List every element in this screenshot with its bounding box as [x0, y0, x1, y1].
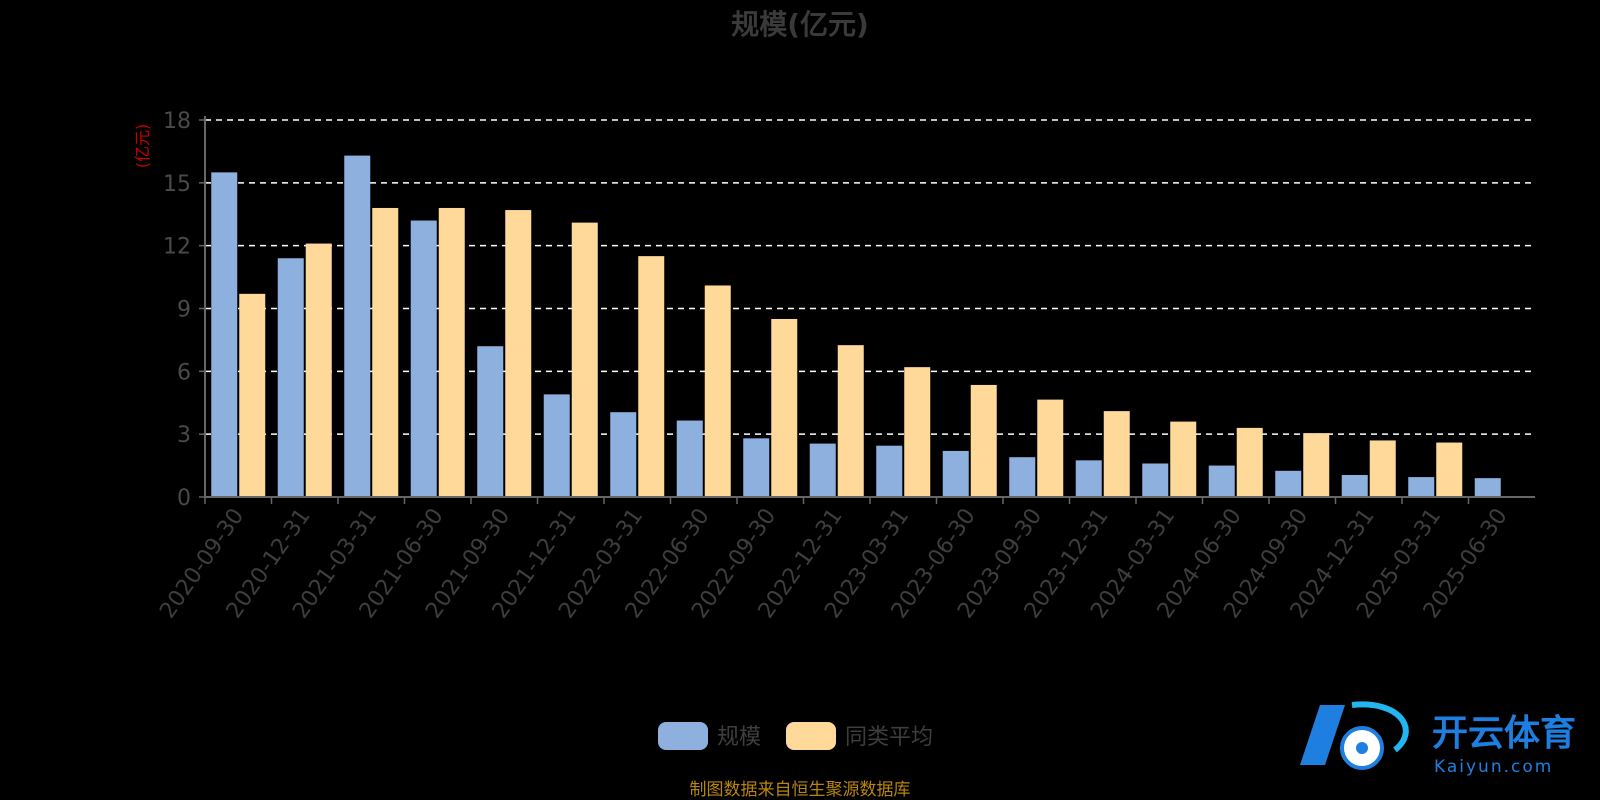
watermark-brand: 开云体育 — [1432, 713, 1576, 754]
data-source-note: 制图数据来自恒生聚源数据库 — [690, 780, 911, 800]
bar-scale-2022-06-30 — [676, 420, 703, 497]
bar-peer-avg-2023-06-30 — [970, 384, 997, 497]
bar-peer-avg-2024-09-30 — [1303, 433, 1330, 497]
y-tick-label: 0 — [177, 486, 191, 511]
bar-scale-2022-09-30 — [743, 438, 770, 497]
y-tick-label: 15 — [163, 172, 191, 197]
y-tick-label: 12 — [163, 235, 191, 260]
y-tick-labels: 0 3 6 9 12 15 18 — [163, 109, 205, 511]
legend[interactable]: 规模 同类平均 — [658, 722, 933, 750]
bar-peer-avg-2022-09-30 — [771, 318, 798, 497]
bar-scale-2024-12-31 — [1341, 475, 1368, 497]
bar-scale-2023-06-30 — [942, 450, 969, 497]
y-axis-label: (亿元) — [133, 124, 152, 169]
bar-peer-avg-2021-09-30 — [505, 210, 532, 498]
bar-peer-avg-2022-06-30 — [704, 285, 731, 497]
bar-scale-2021-06-30 — [410, 220, 437, 498]
bar-scale-2024-03-31 — [1142, 463, 1169, 497]
bar-scale-2023-12-31 — [1075, 460, 1102, 497]
bar-scale-2020-09-30 — [211, 172, 238, 497]
bar-peer-avg-2022-03-31 — [638, 256, 665, 497]
bar-peer-avg-2021-06-30 — [438, 207, 465, 497]
bar-scale-2025-03-31 — [1408, 477, 1435, 497]
bar-scale-2020-12-31 — [277, 258, 304, 497]
bar-peer-avg-2024-06-30 — [1236, 427, 1263, 497]
legend-item-peer-avg[interactable]: 同类平均 — [786, 722, 933, 750]
bar-scale-2023-03-31 — [876, 445, 903, 497]
legend-label: 同类平均 — [845, 725, 933, 750]
watermark: 开云体育 Kaiyun.com — [1300, 701, 1576, 777]
bar-scale-2022-12-31 — [809, 443, 836, 497]
y-tick-label: 9 — [177, 298, 191, 323]
axes — [204, 116, 1535, 498]
chart-title: 规模(亿元) — [731, 8, 869, 41]
y-tick-label: 6 — [177, 360, 191, 385]
bar-scale-2024-09-30 — [1275, 470, 1302, 497]
watermark-logo-icon — [1300, 701, 1409, 770]
legend-label: 规模 — [717, 725, 761, 750]
legend-swatch — [786, 722, 836, 750]
legend-swatch — [658, 722, 708, 750]
x-tick-labels: 2020-09-302020-12-312021-03-312021-06-30… — [155, 497, 1513, 623]
bar-peer-avg-2023-03-31 — [904, 367, 931, 497]
y-tick-label: 3 — [177, 423, 191, 448]
bar-peer-avg-2020-09-30 — [239, 293, 266, 497]
bar-peer-avg-2023-09-30 — [1037, 399, 1064, 497]
bar-peer-avg-2022-12-31 — [837, 345, 864, 497]
watermark-domain: Kaiyun.com — [1434, 757, 1553, 777]
bar-scale-2024-06-30 — [1208, 465, 1235, 497]
bar-scale-2023-09-30 — [1009, 457, 1036, 497]
bar-scale-2021-03-31 — [344, 155, 371, 497]
grid-lines — [205, 119, 1535, 435]
bar-peer-avg-2021-12-31 — [571, 222, 598, 497]
bar-peer-avg-2023-12-31 — [1103, 411, 1130, 497]
bar-peer-avg-2020-12-31 — [305, 243, 332, 497]
bar-scale-2021-09-30 — [477, 346, 504, 497]
bar-scale-2025-06-30 — [1474, 478, 1501, 497]
bar-peer-avg-2025-03-31 — [1436, 442, 1463, 497]
bar-scale-2022-03-31 — [610, 412, 637, 497]
bar-peer-avg-2021-03-31 — [372, 207, 399, 497]
y-tick-label: 18 — [163, 109, 191, 134]
legend-item-scale[interactable]: 规模 — [658, 722, 761, 750]
bar-scale-2021-12-31 — [543, 394, 570, 497]
bar-peer-avg-2024-03-31 — [1170, 421, 1197, 497]
bar-peer-avg-2024-12-31 — [1369, 440, 1396, 497]
bars — [211, 155, 1501, 498]
